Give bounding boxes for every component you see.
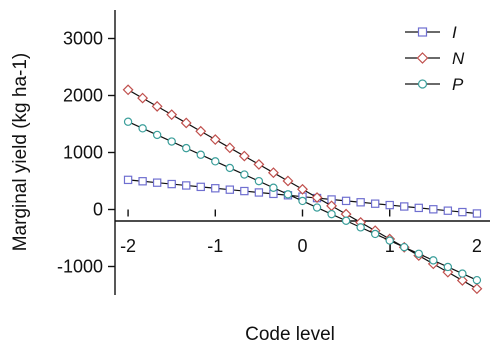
data-point xyxy=(138,124,147,133)
data-point xyxy=(400,202,409,211)
y-tick-label: -1000 xyxy=(57,257,103,277)
data-point xyxy=(370,229,380,239)
legend: INP xyxy=(405,23,465,94)
data-point xyxy=(282,175,294,187)
series-i xyxy=(123,175,482,218)
x-axis-title: Code level xyxy=(245,324,335,345)
ticks: -2 -1 0 1 2 -1000 0 1000 2000 3000 xyxy=(57,29,482,277)
data-point xyxy=(297,183,308,195)
data-point xyxy=(152,178,162,187)
data-point xyxy=(195,125,207,137)
data-point xyxy=(138,177,147,186)
data-point xyxy=(471,283,483,295)
data-point xyxy=(458,207,467,217)
data-point xyxy=(472,275,482,285)
legend-marker xyxy=(416,52,429,64)
data-point xyxy=(414,203,423,213)
y-axis-title: Marginal yield (kg ha-1) xyxy=(10,53,31,252)
data-point xyxy=(209,134,221,145)
data-point xyxy=(122,84,134,96)
data-point xyxy=(400,242,409,252)
data-point xyxy=(211,184,220,193)
data-point xyxy=(442,266,454,278)
data-point xyxy=(298,196,307,206)
data-point xyxy=(167,179,176,189)
data-point xyxy=(238,150,250,162)
data-point xyxy=(327,209,336,219)
series xyxy=(122,84,483,295)
data-point xyxy=(151,100,163,112)
data-point xyxy=(123,117,133,126)
x-tick-label: 0 xyxy=(297,236,307,256)
data-point xyxy=(385,236,394,245)
data-point xyxy=(152,130,162,140)
data-point xyxy=(225,185,235,194)
data-point xyxy=(429,256,438,265)
data-point xyxy=(341,196,351,206)
series-n xyxy=(122,84,483,295)
data-point xyxy=(283,190,293,199)
x-tick-label: 2 xyxy=(472,236,482,256)
data-point xyxy=(225,163,235,173)
data-point xyxy=(166,109,178,121)
data-point xyxy=(196,182,205,192)
data-point xyxy=(311,192,323,204)
data-point xyxy=(182,143,191,153)
x-tick-label: -1 xyxy=(207,236,223,256)
x-tick-label: 1 xyxy=(385,236,395,256)
data-point xyxy=(385,200,394,210)
y-tick-label: 3000 xyxy=(63,29,103,49)
data-point xyxy=(267,167,279,179)
data-point xyxy=(443,262,453,272)
legend-label: I xyxy=(452,23,457,42)
x-tick-label: -2 xyxy=(120,236,136,256)
data-point xyxy=(211,157,220,166)
data-point xyxy=(356,223,365,232)
y-tick-label: 2000 xyxy=(63,86,103,106)
data-point xyxy=(254,176,264,186)
data-point xyxy=(472,209,482,218)
data-point xyxy=(240,170,249,179)
data-point xyxy=(458,269,467,278)
data-point xyxy=(180,117,192,129)
data-point xyxy=(240,186,249,196)
data-point xyxy=(456,274,468,286)
legend-label: P xyxy=(452,75,464,94)
data-point xyxy=(356,198,365,207)
data-point xyxy=(312,203,322,212)
y-tick-label: 1000 xyxy=(63,143,103,163)
data-point xyxy=(443,206,453,215)
legend-marker xyxy=(417,79,428,89)
data-point xyxy=(196,150,205,159)
data-point xyxy=(254,188,264,197)
y-tick-label: 0 xyxy=(93,200,103,220)
data-point xyxy=(269,183,278,192)
data-point xyxy=(429,205,438,214)
legend-marker xyxy=(417,27,428,37)
data-point xyxy=(370,199,380,208)
data-point xyxy=(182,181,191,190)
data-point xyxy=(253,158,265,170)
data-point xyxy=(167,137,176,146)
data-point xyxy=(341,216,351,225)
data-point xyxy=(137,92,149,104)
series-p xyxy=(123,117,482,285)
data-point xyxy=(123,175,133,185)
legend-label: N xyxy=(452,49,465,68)
data-point xyxy=(224,142,236,154)
data-point xyxy=(414,249,423,258)
